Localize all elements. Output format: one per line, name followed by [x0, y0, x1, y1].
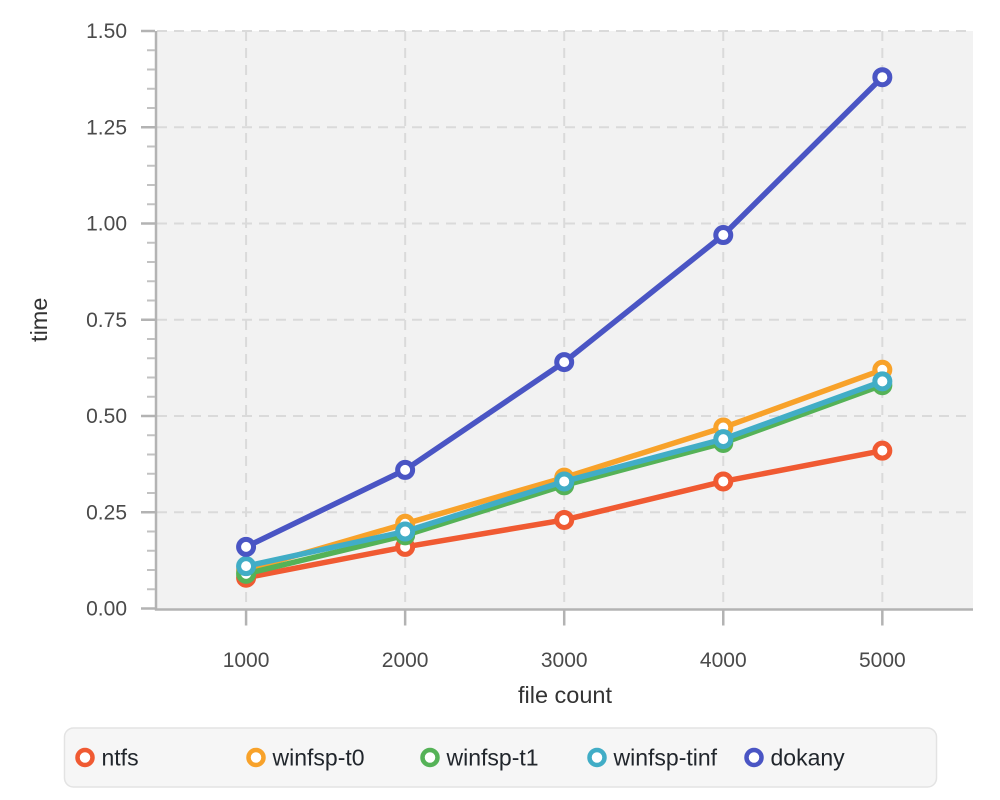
legend: [63, 727, 938, 788]
x-tick-label: 3000: [541, 649, 588, 672]
legend-item-label: winfsp-tinf: [613, 745, 718, 771]
legend-item-winfsp-tinf: winfsp-tinf: [587, 745, 718, 771]
y-tick-label: 0.25: [86, 501, 127, 524]
series-marker-winfsp-tinf: [395, 521, 416, 542]
legend-item-winfsp-t1: winfsp-t1: [420, 745, 539, 771]
series-marker-ntfs: [554, 509, 575, 530]
legend-marker-icon: [75, 747, 95, 768]
series-marker-winfsp-tinf: [872, 371, 893, 392]
y-tick-label: 1.25: [86, 116, 127, 139]
x-tick-label: 5000: [859, 649, 906, 672]
legend-marker-icon: [744, 747, 764, 768]
y-tick-label: 0.75: [86, 309, 127, 332]
legend-marker-icon: [246, 747, 266, 768]
y-tick-label: 1.00: [86, 213, 127, 236]
series-marker-ntfs: [713, 471, 734, 492]
y-tick-label: 1.50: [86, 20, 127, 43]
legend-item-label: dokany: [771, 745, 846, 771]
series-marker-dokany: [395, 459, 416, 480]
legend-item-label: ntfs: [102, 745, 139, 771]
y-axis-title: time: [26, 298, 52, 342]
legend-marker-icon: [420, 747, 440, 768]
x-tick-label: 1000: [223, 649, 270, 672]
legend-item-label: winfsp-t0: [272, 745, 365, 771]
x-tick-label: 2000: [382, 649, 429, 672]
series-marker-winfsp-tinf: [554, 471, 575, 492]
legend-item-label: winfsp-t1: [446, 745, 539, 771]
series-marker-dokany: [872, 67, 893, 88]
legend-item-winfsp-t0: winfsp-t0: [246, 745, 365, 771]
x-axis-title: file count: [518, 682, 613, 708]
x-tick-label: 4000: [700, 649, 747, 672]
legend-item-dokany: dokany: [744, 745, 846, 771]
series-marker-winfsp-tinf: [713, 429, 734, 450]
series-marker-winfsp-tinf: [236, 556, 257, 577]
series-marker-ntfs: [872, 440, 893, 461]
y-tick-label: 0.00: [86, 598, 127, 621]
series-marker-dokany: [554, 352, 575, 373]
legend-item-ntfs: ntfs: [75, 745, 139, 771]
series-marker-dokany: [713, 225, 734, 246]
series-marker-dokany: [236, 536, 257, 557]
legend-marker-icon: [587, 747, 607, 768]
y-tick-label: 0.50: [86, 405, 127, 428]
